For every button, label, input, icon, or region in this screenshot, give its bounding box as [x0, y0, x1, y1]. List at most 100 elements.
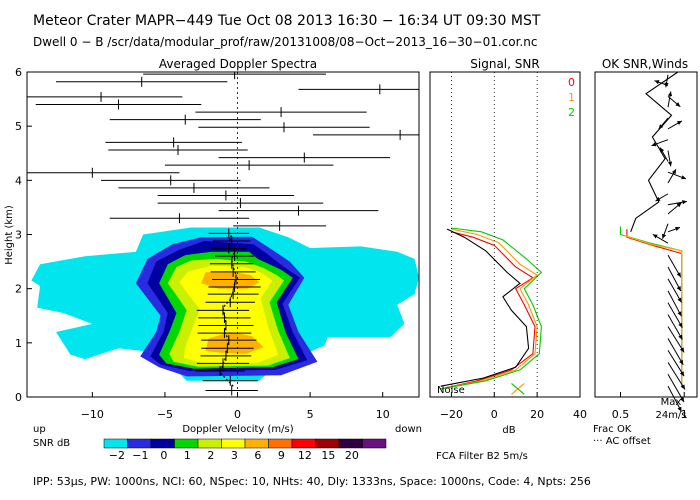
snr-series-signal: [440, 228, 530, 387]
colorbar-cell-3: [174, 438, 199, 449]
colorbar-tick-4: 2: [207, 449, 214, 462]
colorbar-tick-0: −2: [109, 449, 125, 462]
wind-arrowhead-14: [662, 233, 667, 239]
colorbar-tick-3: 1: [184, 449, 191, 462]
contour-level-6b: [201, 271, 260, 289]
y-tick-label-6: 6: [15, 66, 22, 79]
ok-series-frac_ok_0: [626, 229, 683, 387]
x-tick-label-0: 0: [234, 408, 241, 421]
wind-arrowhead-0: [677, 406, 682, 412]
colorbar-cell-4: [197, 438, 222, 449]
frac-ok-label: Frac OK: [593, 424, 632, 435]
snr-x-tick-label--20: −20: [440, 408, 463, 421]
spectra-frame: [26, 71, 420, 398]
snr-lines: [440, 227, 543, 395]
x-tick-label--5: −5: [157, 408, 173, 421]
wind-arrowhead-11: [676, 272, 681, 278]
max-value: 24m/s: [655, 410, 686, 421]
ok-x-tick-label-0.5: 0.5: [612, 408, 630, 421]
wind-arrowhead-26: [675, 102, 681, 107]
spectra-title: Averaged Doppler Spectra: [159, 57, 317, 71]
wind-arrowhead-27: [654, 80, 660, 85]
snr-x-tick-label-20: 20: [530, 408, 544, 421]
wind-arrowhead-17: [655, 196, 661, 202]
colorbar-tick-8: 12: [298, 449, 312, 462]
beam-2-label: 2: [568, 106, 575, 119]
noise-marker-b: [511, 382, 525, 395]
snr-series-0: [440, 231, 536, 390]
ok-series-frac_ok_1: [624, 235, 683, 387]
beam-0-label: 0: [568, 76, 575, 89]
y-axis-label: Height (km): [4, 205, 15, 265]
wind-arrowhead-15: [676, 202, 682, 208]
header-title: Meteor Crater MAPR−449 Tue Oct 08 2013 1…: [33, 13, 541, 29]
x-tick-label--10: −10: [81, 408, 104, 421]
y-tick-label-3: 3: [15, 229, 22, 242]
wind-arrow-7: [667, 302, 683, 328]
ok-winds-title: OK SNR,Winds: [602, 57, 688, 71]
wind-arrowhead-4: [679, 359, 684, 365]
wind-arrowhead-3: [679, 371, 685, 377]
snr-xlabel: dB: [502, 425, 515, 436]
wind-arrow-9: [667, 278, 683, 303]
wind-arrowhead-1: [679, 397, 684, 402]
wind-arrowhead-25: [667, 91, 673, 97]
colorbar-snr-label: SNR dB: [33, 438, 70, 449]
frac-ok-lines: [619, 72, 683, 387]
colorbar-cell-9: [315, 438, 340, 449]
y-tick-label-5: 5: [15, 120, 22, 133]
wind-arrowhead-23: [676, 120, 682, 125]
header-subtitle: Dwell 0 − B /scr/data/modular_prof/raw/2…: [33, 35, 537, 49]
colorbar-tick-1: −1: [132, 449, 148, 462]
colorbar-tick-6: 6: [254, 449, 261, 462]
wind-arrow-0: [667, 385, 682, 412]
x-tick-label-10: 10: [376, 408, 390, 421]
wind-arrowhead-28: [664, 82, 669, 88]
colorbar-down-label: down: [395, 424, 422, 435]
wind-arrowhead-21: [667, 161, 673, 167]
colorbar-cell-0: [103, 438, 128, 449]
wind-arrowhead-20: [660, 147, 665, 153]
wind-arrow-6: [667, 314, 683, 340]
snr-x-tick-label-40: 40: [573, 408, 587, 421]
ok-axes: 0.5 1: [612, 392, 688, 421]
y-tick-label-4: 4: [15, 174, 22, 187]
colorbar-cell-7: [268, 438, 293, 449]
snr-series-1: [440, 228, 539, 390]
snr-frame: [429, 71, 581, 398]
colorbar-tick-7: 9: [278, 449, 285, 462]
spread-bars: [27, 72, 419, 396]
ok-frame: [594, 71, 698, 398]
wind-arrow-5: [667, 326, 685, 353]
colorbar-tick-2: 0: [160, 449, 167, 462]
ok-x-tick-label-1: 1: [681, 408, 688, 421]
wind-arrowhead-19: [681, 175, 686, 180]
spectra-contours: [31, 227, 419, 381]
snr-title: Signal, SNR: [470, 57, 539, 71]
wind-barbs: [651, 74, 687, 412]
wind-arrowhead-8: [677, 311, 682, 317]
colorbar-cell-6: [244, 438, 269, 449]
ac-offset-label: ··· AC offset: [593, 436, 651, 447]
wind-arrowhead-22: [651, 142, 657, 147]
wind-arrowhead-12: [652, 234, 658, 239]
wind-arrowhead-5: [679, 347, 685, 353]
y-tick-label-2: 2: [15, 283, 22, 296]
colorbar-up-label: up: [33, 424, 46, 435]
x-axis-label: Doppler Velocity (m/s): [182, 424, 293, 435]
mean-velocity-line: [219, 234, 237, 387]
colorbar-tick-9: 15: [321, 449, 335, 462]
wind-arrowhead-10: [676, 286, 681, 291]
footer-params: IPP: 53μs, PW: 1000ns, NCI: 60, NSpec: 1…: [33, 475, 591, 488]
wind-arrowhead-7: [678, 322, 683, 328]
filter-label: FCA Filter B2 5m/s: [436, 451, 528, 462]
y-tick-label-1: 1: [15, 337, 22, 350]
wind-arrowhead-24: [658, 124, 664, 130]
x-tick-label-5: 5: [307, 408, 314, 421]
colorbar-cell-8: [291, 438, 316, 449]
snr-series-2: [440, 227, 543, 390]
y-tick-label-0: 0: [15, 391, 22, 404]
noise-label: Noise: [437, 385, 465, 396]
wind-arrowhead-16: [682, 200, 687, 205]
